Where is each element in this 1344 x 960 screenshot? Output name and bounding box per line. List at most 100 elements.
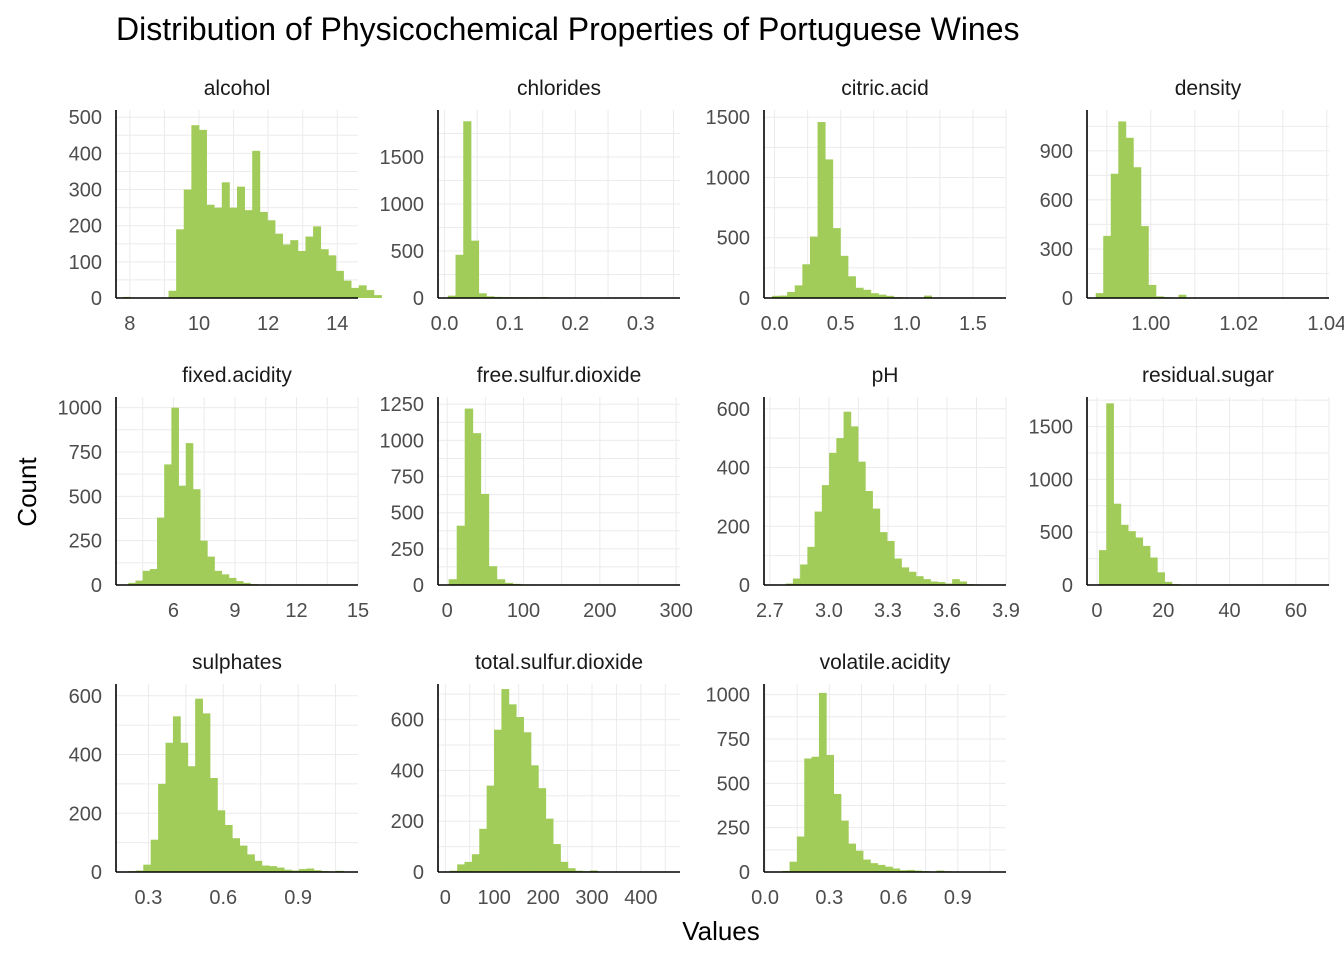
histogram-bar [214, 570, 223, 585]
histogram-bar [567, 868, 576, 872]
histogram-bar [305, 236, 314, 298]
histogram-bar [232, 838, 241, 872]
histogram-bar [804, 758, 812, 872]
histogram-bar [1157, 572, 1165, 585]
y-tick-label: 0 [91, 288, 102, 310]
x-tick-label: 0.0 [431, 313, 459, 335]
y-tick-label: 500 [391, 241, 424, 263]
histogram-bar [1095, 293, 1104, 298]
strip-title: density [1175, 77, 1242, 100]
y-tick-label: 300 [1040, 239, 1073, 261]
histogram-bar [1135, 537, 1144, 585]
histogram-bar [259, 211, 268, 298]
histogram-bar [826, 754, 835, 872]
histogram-bar [157, 517, 165, 585]
y-tick-label: 300 [69, 180, 102, 202]
histogram-bar [829, 452, 837, 585]
histogram-bar [180, 742, 189, 872]
x-tick-label: 0.3 [815, 887, 843, 909]
y-tick-label: 200 [717, 516, 750, 538]
histogram-bar [198, 129, 207, 298]
histogram-bar [456, 525, 466, 585]
y-tick-label: 200 [69, 216, 102, 238]
x-tick-label: 0.3 [135, 887, 163, 909]
histogram-bar [872, 508, 881, 585]
histogram-bar [847, 276, 856, 298]
histogram-bar [290, 240, 299, 298]
histogram-bar [908, 571, 917, 585]
histogram-bar [1113, 503, 1122, 585]
histogram-bar [807, 546, 816, 585]
x-tick-label: 100 [478, 887, 511, 909]
histogram-bar [779, 295, 788, 298]
histogram-bar [142, 570, 151, 585]
histogram-bar [150, 839, 159, 872]
x-tick-label: 15 [347, 600, 369, 622]
y-tick-label: 600 [391, 710, 424, 732]
histogram-bar [952, 579, 960, 585]
x-tick-label: 12 [257, 313, 279, 335]
x-tick-label: 300 [659, 600, 692, 622]
x-tick-label: 8 [124, 313, 135, 335]
histogram-bar [840, 255, 849, 298]
histogram-bar [809, 236, 818, 298]
histogram-bar [1164, 581, 1173, 585]
y-tick-label: 1000 [380, 194, 425, 216]
histogram-bar [885, 866, 893, 872]
x-tick-label: 3.3 [874, 600, 902, 622]
panel-volatile-acidity: volatile.acidity 0 250 500 750 1000 0.0 0.3 0.6 0… [706, 651, 1006, 909]
gridlines [116, 397, 359, 586]
histogram-bar [143, 864, 152, 872]
histogram-bar [817, 122, 826, 298]
x-tick-label: 0.6 [880, 887, 908, 909]
histogram-bar [1110, 173, 1119, 298]
histogram-bar [855, 850, 864, 872]
histogram-bar [1155, 296, 1164, 298]
x-tick-label: 0.0 [751, 887, 779, 909]
strip-title: pH [872, 364, 899, 387]
histogram-bar [915, 576, 924, 585]
histogram-bar [1125, 137, 1134, 298]
strip-title: sulphates [192, 651, 282, 674]
histogram-bar [1120, 524, 1129, 585]
y-tick-label: 0 [739, 862, 750, 884]
histogram-bar [448, 579, 458, 585]
histogram-bar [267, 220, 276, 298]
histogram-bar [836, 438, 844, 585]
histogram-bar [464, 408, 474, 585]
y-tick-label: 600 [69, 686, 102, 708]
y-tick-label: 1000 [58, 398, 103, 420]
histogram-bar [313, 226, 322, 298]
x-tick-label: 0 [442, 600, 453, 622]
histogram-bar [252, 150, 261, 298]
histogram-bar [239, 845, 248, 872]
x-tick-label: 6 [168, 600, 179, 622]
histogram-bar [877, 864, 886, 872]
histogram-bar [516, 717, 524, 872]
x-tick-label: 1.04 [1307, 313, 1344, 335]
histogram-bar [229, 207, 238, 298]
x-tick-label: 3.6 [933, 600, 961, 622]
histogram-bar [214, 207, 223, 298]
y-tick-label: 400 [717, 458, 750, 480]
histogram-bar [472, 433, 482, 585]
y-tick-label: 500 [69, 486, 102, 508]
histogram-bar [523, 732, 532, 872]
x-tick-label: 1.02 [1219, 313, 1258, 335]
histogram-bars [128, 407, 345, 585]
x-tick-label: 0.6 [209, 887, 237, 909]
histogram-bar [840, 820, 849, 872]
x-tick-label: 14 [326, 313, 348, 335]
x-tick-label: 40 [1218, 600, 1240, 622]
y-tick-label: 500 [391, 503, 424, 525]
histogram-bar [191, 125, 200, 298]
x-tick-label: 0.5 [827, 313, 855, 335]
histogram-bar [221, 574, 230, 585]
histogram-bar [207, 556, 215, 585]
histogram-bar [848, 843, 857, 872]
histogram-bar [202, 713, 211, 872]
histogram-bars [448, 408, 682, 585]
histogram-bar [224, 825, 233, 872]
histogram-bar [187, 766, 196, 872]
